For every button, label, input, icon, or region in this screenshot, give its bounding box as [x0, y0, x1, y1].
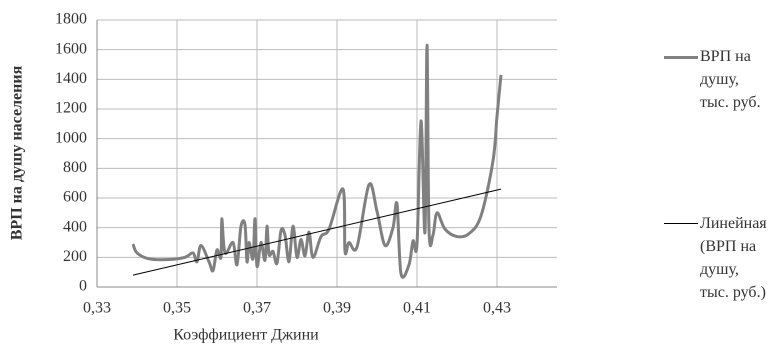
y-tick-label: 1200	[55, 100, 87, 117]
x-axis-label: Коэффициент Джини	[173, 327, 319, 344]
y-tick-label: 1400	[55, 70, 87, 87]
y-tick-label: 1000	[55, 129, 87, 146]
y-tick-label: 400	[63, 218, 87, 235]
legend-label: ВРП на душу, тыс. руб.	[700, 48, 761, 111]
legend-swatch	[664, 223, 698, 224]
y-tick-label: 1800	[55, 11, 87, 28]
x-tick-label: 0,35	[163, 300, 191, 317]
y-axis-label: ВРП на душу населения	[9, 65, 26, 240]
series-line	[131, 43, 503, 279]
x-tick-label: 0,39	[323, 300, 351, 317]
x-tick-label: 0,33	[83, 300, 111, 317]
y-tick-label: 200	[63, 248, 87, 265]
x-tick-label: 0,37	[243, 300, 271, 317]
series-line	[132, 188, 502, 276]
legend-label: Линейная (ВРП на душу, тыс. руб.)	[700, 215, 767, 301]
x-tick-label: 0,41	[403, 300, 431, 317]
y-tick-label: 600	[63, 189, 87, 206]
y-tick-label: 800	[63, 159, 87, 176]
y-tick-label: 1600	[55, 40, 87, 57]
legend-swatch	[664, 56, 698, 59]
x-tick-label: 0,43	[483, 300, 511, 317]
y-tick-label: 0	[79, 278, 87, 295]
